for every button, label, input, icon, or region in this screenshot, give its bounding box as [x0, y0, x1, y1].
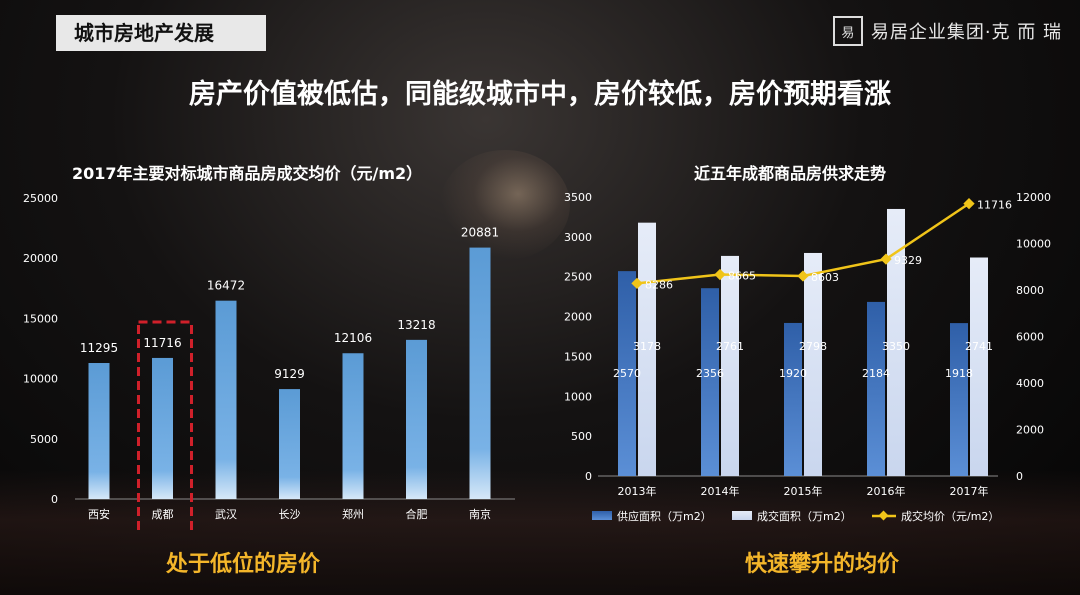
- right-category-label: 2013年: [618, 484, 657, 498]
- brand-logo: 易 易居企业集团·克 而 瑞: [832, 14, 1062, 48]
- right-chart-title: 近五年成都商品房供求走势: [694, 164, 887, 183]
- price-data-label: 8286: [645, 278, 673, 291]
- left-y-tick-label: 25000: [23, 192, 58, 205]
- left-data-label: 12106: [334, 331, 372, 345]
- left-y-tick-label: 5000: [30, 433, 58, 446]
- right-left-y-tick-label: 3000: [564, 231, 592, 244]
- supply-data-label: 2570: [613, 367, 641, 380]
- left-category-label: 成都: [152, 508, 174, 521]
- left-bar: [215, 300, 237, 499]
- left-bar: [469, 247, 491, 499]
- left-bar: [152, 357, 173, 499]
- price-data-label: 9329: [894, 254, 922, 267]
- supply-bar: [618, 271, 636, 476]
- right-right-y-tick-label: 12000: [1016, 191, 1051, 204]
- right-category-label: 2015年: [784, 484, 823, 498]
- left-chart: 0 5000 10000 15000 20000 25000 11295 西安 11716 成都 1…: [23, 192, 515, 530]
- deal-data-label: 2741: [965, 340, 993, 353]
- left-data-label: 11716: [143, 336, 181, 350]
- left-bar: [406, 339, 427, 499]
- left-data-label: 9129: [274, 367, 305, 381]
- right-right-y-tick-label: 6000: [1016, 331, 1044, 344]
- left-y-tick-label: 20000: [23, 252, 58, 265]
- left-y-tick-label: 10000: [23, 373, 58, 386]
- supply-bar: [950, 323, 968, 476]
- left-bar: [88, 363, 110, 499]
- right-right-y-tick-label: 10000: [1016, 238, 1051, 251]
- deal-data-label: 3178: [633, 340, 661, 353]
- left-category-label: 郑州: [342, 507, 364, 521]
- left-category-label: 西安: [88, 507, 110, 521]
- left-category-label: 南京: [469, 507, 491, 521]
- left-data-label: 13218: [397, 318, 435, 332]
- supply-data-label: 1920: [779, 367, 807, 380]
- left-category-label: 武汉: [215, 508, 237, 521]
- legend-swatch-supply: [592, 511, 612, 520]
- left-category-label: 合肥: [406, 507, 428, 521]
- left-data-label: 11295: [80, 341, 118, 355]
- brand-mark-icon: 易: [832, 16, 863, 46]
- price-data-label: 11716: [977, 199, 1012, 212]
- right-right-y-tick-label: 4000: [1016, 377, 1044, 390]
- supply-bar: [867, 301, 885, 476]
- deal-bar: [638, 222, 656, 476]
- background-horizon: [0, 470, 1080, 595]
- supply-data-label: 1918: [945, 367, 973, 380]
- legend-label-deal: 成交面积（万m2）: [757, 509, 852, 523]
- left-y-tick-label: 15000: [23, 312, 58, 325]
- supply-data-label: 2356: [696, 367, 724, 380]
- price-point: [880, 253, 892, 265]
- legend-label-supply: 供应面积（万m2）: [617, 509, 712, 523]
- header-bar: 城市房地产发展 易 易居企业集团·克 而 瑞: [0, 0, 1080, 62]
- left-chart-caption: 处于低位的房价: [166, 552, 321, 577]
- right-left-y-tick-label: 500: [571, 430, 592, 443]
- deal-data-label: 2798: [799, 340, 827, 353]
- right-left-y-tick-label: 1500: [564, 350, 592, 363]
- left-bar: [279, 389, 300, 499]
- right-right-y-tick-label: 0: [1016, 470, 1023, 483]
- supply-bar: [701, 288, 719, 476]
- left-data-label: 20881: [461, 226, 499, 240]
- legend-label-price: 成交均价（元/m2）: [901, 509, 999, 523]
- highlight-box: [137, 320, 193, 530]
- background-planet-glow: [440, 150, 570, 260]
- right-left-y-tick-label: 2500: [564, 271, 592, 284]
- deal-data-label: 3350: [882, 340, 910, 353]
- right-left-y-tick-label: 3500: [564, 191, 592, 204]
- price-data-label: 8603: [811, 271, 839, 284]
- left-y-tick-label: 0: [51, 493, 58, 506]
- right-category-label: 2014年: [701, 484, 740, 498]
- left-chart-title: 2017年主要对标城市商品房成交均价（元/m2）: [72, 164, 423, 183]
- section-title: 城市房地产发展: [56, 15, 266, 51]
- right-right-y-tick-label: 2000: [1016, 424, 1044, 437]
- left-category-label: 长沙: [279, 508, 301, 521]
- left-data-label: 16472: [207, 279, 245, 293]
- right-left-y-tick-label: 0: [585, 470, 592, 483]
- deal-bar: [804, 252, 822, 476]
- right-category-label: 2016年: [867, 484, 906, 498]
- left-bar: [342, 353, 364, 499]
- right-category-label: 2017年: [950, 484, 989, 498]
- right-chart-caption: 快速攀升的均价: [745, 552, 900, 577]
- page-headline: 房产价值被低估，同能级城市中，房价较低，房价预期看涨: [189, 79, 891, 110]
- deal-bar: [970, 257, 988, 476]
- legend-marker-price: [878, 510, 889, 521]
- brand-text: 易居企业集团·克 而 瑞: [870, 22, 1062, 43]
- deal-bar: [721, 255, 739, 476]
- right-left-y-tick-label: 1000: [564, 390, 592, 403]
- deal-data-label: 2761: [716, 340, 744, 353]
- right-chart: 0 500 1000 1500 2000 2500 3000 3500 0 2000 4000 600…: [564, 191, 1051, 523]
- supply-bar: [784, 322, 802, 476]
- legend-swatch-deal: [732, 511, 752, 520]
- price-data-label: 8665: [728, 270, 756, 283]
- supply-data-label: 2184: [862, 367, 890, 380]
- right-right-y-tick-label: 8000: [1016, 284, 1044, 297]
- deal-bar: [887, 208, 905, 476]
- right-left-y-tick-label: 2000: [564, 311, 592, 324]
